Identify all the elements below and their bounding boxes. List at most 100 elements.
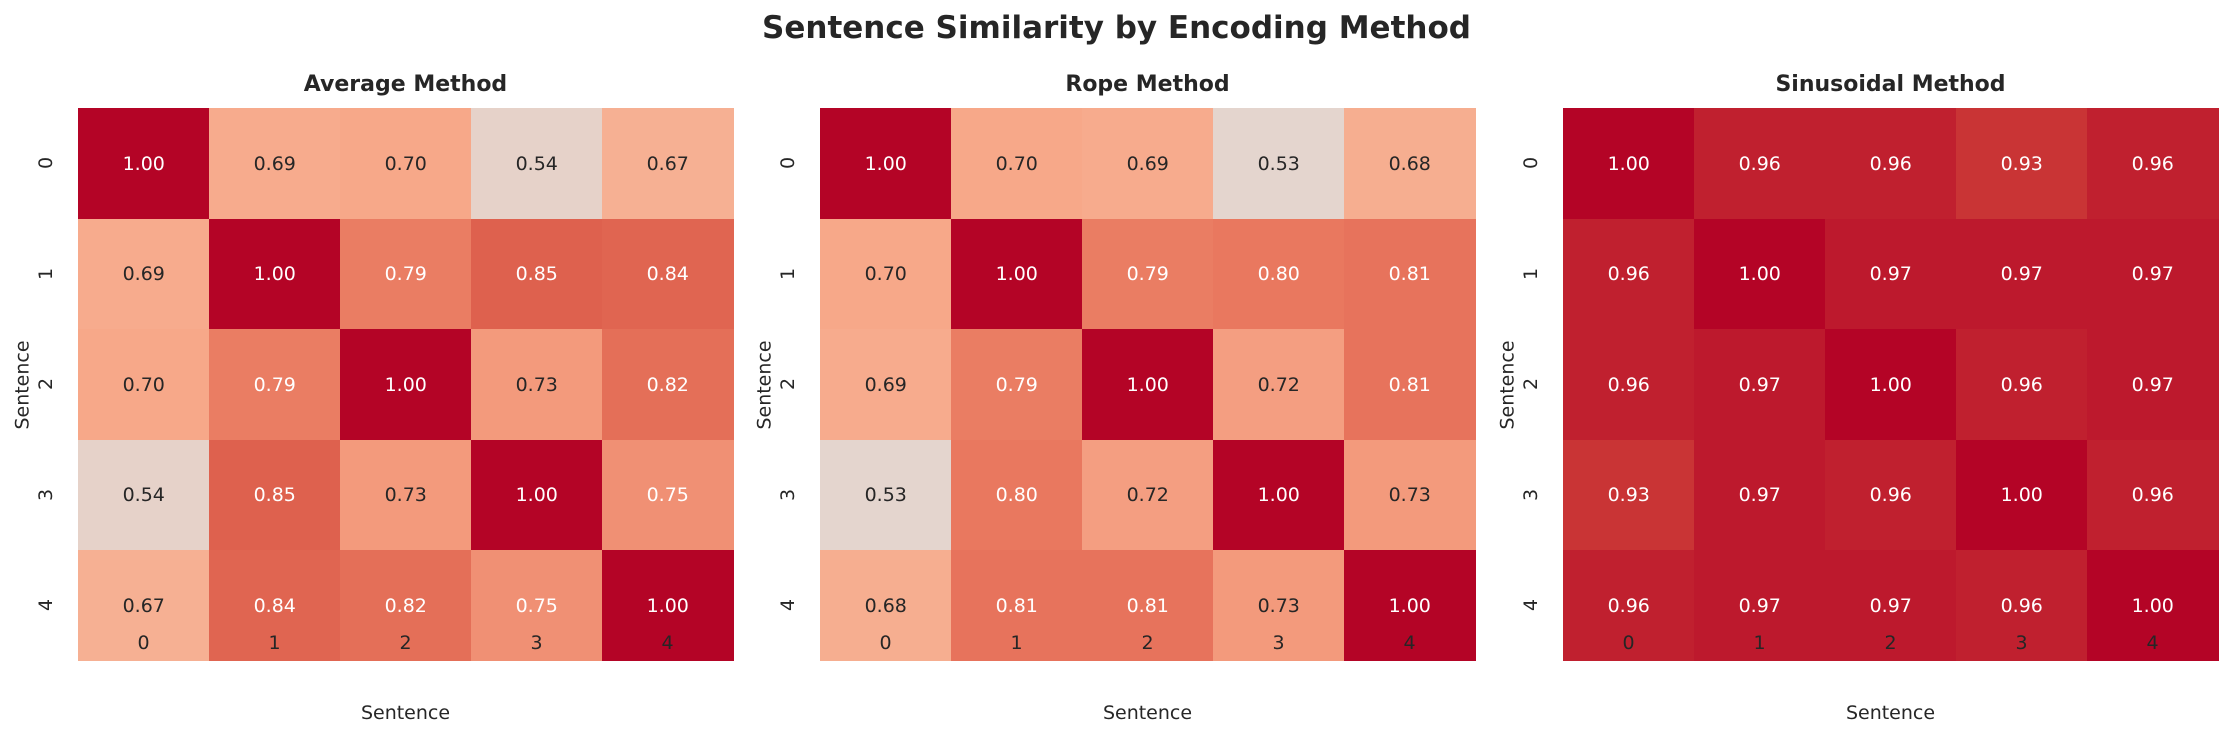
heatmap-cell: 1.00	[820, 108, 952, 220]
x-tick-label: 3	[2015, 632, 2028, 654]
heatmap-grid: 1.00 0.69 0.70 0.54 0.67 0.69 1.00 0.79 0.85 0.84…	[78, 108, 734, 662]
heatmap-cell: 0.82	[602, 329, 734, 441]
y-tick-label: 2	[35, 378, 57, 391]
x-tick-label: 1	[1010, 632, 1023, 654]
heatmap-sinusoidal: Sinusoidal Method 1.00 0.96 0.96 0.93 0.96 0.…	[1497, 0, 2219, 740]
heatmap-cell: 0.96	[1825, 108, 1957, 220]
y-axis-label: Sentence	[1496, 108, 1520, 661]
y-tick-label: 4	[777, 599, 799, 612]
heatmap-cell: 0.72	[1082, 439, 1214, 551]
y-tick-label: 3	[1520, 488, 1542, 501]
heatmap-cell: 0.84	[209, 550, 341, 662]
heatmap-cell: 0.97	[1694, 329, 1826, 441]
heatmap-cell: 0.96	[1956, 550, 2088, 662]
heatmap-cell: 0.96	[2087, 108, 2219, 220]
heatmap-cell: 0.80	[1213, 218, 1345, 330]
heatmap-cell: 0.68	[820, 550, 952, 662]
heatmap-cell: 1.00	[951, 218, 1083, 330]
heatmap-cell: 1.00	[1563, 108, 1695, 220]
heatmap-cell: 0.70	[820, 218, 952, 330]
heatmap-cell: 0.97	[1694, 550, 1826, 662]
heatmap-cell: 1.00	[1082, 329, 1214, 441]
panel-title: Sinusoidal Method	[1775, 72, 2006, 97]
heatmap-cell: 1.00	[1213, 439, 1345, 551]
heatmap-cell: 0.72	[1213, 329, 1345, 441]
heatmap-cell: 0.96	[2087, 439, 2219, 551]
heatmap-cell: 1.00	[2087, 550, 2219, 662]
x-tick-label: 3	[1272, 632, 1285, 654]
heatmap-cell: 0.69	[1082, 108, 1214, 220]
heatmap-cell: 0.96	[1825, 439, 1957, 551]
x-tick-label: 2	[1884, 632, 1897, 654]
heatmap-cell: 1.00	[471, 439, 603, 551]
x-tick-label: 4	[661, 632, 674, 654]
y-axis-label-text: Sentence	[12, 339, 35, 430]
y-tick-label: 4	[1520, 599, 1542, 612]
heatmap-cell: 0.93	[1956, 108, 2088, 220]
heatmap-cell: 0.69	[209, 108, 341, 220]
x-tick-label: 3	[530, 632, 543, 654]
heatmap-cell: 0.81	[1344, 329, 1476, 441]
heatmap-cell: 0.96	[1956, 329, 2088, 441]
heatmap-cell: 1.00	[1956, 439, 2088, 551]
y-tick-label: 3	[35, 488, 57, 501]
x-axis-label: Sentence	[360, 702, 451, 724]
heatmap-cell: 0.84	[602, 218, 734, 330]
heatmap-cell: 0.85	[471, 218, 603, 330]
heatmap-cell: 0.73	[1213, 550, 1345, 662]
heatmap-cell: 0.75	[602, 439, 734, 551]
heatmap-cell: 0.80	[951, 439, 1083, 551]
heatmap-cell: 0.79	[951, 329, 1083, 441]
heatmap-cell: 1.00	[602, 550, 734, 662]
heatmap-cell: 0.69	[78, 218, 210, 330]
heatmap-cell: 1.00	[209, 218, 341, 330]
heatmap-cell: 0.97	[1694, 439, 1826, 551]
y-tick-label: 1	[35, 267, 57, 280]
x-tick-label: 2	[399, 632, 412, 654]
heatmap-cell: 0.96	[1563, 550, 1695, 662]
heatmap-cell: 0.81	[951, 550, 1083, 662]
x-tick-label: 0	[879, 632, 892, 654]
heatmap-cell: 0.96	[1563, 329, 1695, 441]
x-tick-label: 4	[2146, 632, 2159, 654]
heatmap-cell: 0.67	[78, 550, 210, 662]
heatmap-cell: 0.70	[951, 108, 1083, 220]
y-tick-label: 4	[35, 599, 57, 612]
heatmap-cell: 1.00	[340, 329, 472, 441]
heatmap-cell: 0.81	[1082, 550, 1214, 662]
heatmap-cell: 0.97	[1825, 550, 1957, 662]
heatmap-cell: 0.73	[1344, 439, 1476, 551]
heatmap-cell: 0.97	[1956, 218, 2088, 330]
heatmap-cell: 1.00	[1825, 329, 1957, 441]
panel-title: Average Method	[303, 72, 508, 97]
heatmap-cell: 0.53	[1213, 108, 1345, 220]
x-tick-label: 4	[1403, 632, 1416, 654]
panel-title: Rope Method	[1065, 72, 1230, 97]
heatmap-cell: 0.96	[1694, 108, 1826, 220]
heatmap-cell: 0.79	[340, 218, 472, 330]
heatmap-cell: 0.96	[1563, 218, 1695, 330]
y-tick-label: 2	[1520, 378, 1542, 391]
heatmap-average: Average Method 1.00 0.69 0.70 0.54 0.67 0.69 1…	[12, 0, 734, 740]
heatmap-cell: 0.70	[78, 329, 210, 441]
heatmap-cell: 1.00	[1694, 218, 1826, 330]
x-tick-label: 2	[1141, 632, 1154, 654]
heatmap-cell: 0.54	[471, 108, 603, 220]
heatmap-cell: 1.00	[1344, 550, 1476, 662]
heatmap-cell: 0.73	[340, 439, 472, 551]
heatmap-cell: 0.97	[1825, 218, 1957, 330]
x-tick-label: 0	[137, 632, 150, 654]
x-axis-label: Sentence	[1102, 702, 1193, 724]
x-tick-label: 1	[1753, 632, 1766, 654]
heatmap-grid: 1.00 0.70 0.69 0.53 0.68 0.70 1.00 0.79 0.80 0.81…	[820, 108, 1476, 662]
y-tick-label: 1	[777, 267, 799, 280]
heatmap-cell: 0.93	[1563, 439, 1695, 551]
heatmap-cell: 0.97	[2087, 218, 2219, 330]
x-tick-label: 0	[1622, 632, 1635, 654]
heatmap-cell: 0.73	[471, 329, 603, 441]
heatmap-cell: 0.82	[340, 550, 472, 662]
y-axis-label: Sentence	[11, 108, 35, 661]
heatmap-cell: 0.85	[209, 439, 341, 551]
heatmap-cell: 0.79	[1082, 218, 1214, 330]
heatmap-cell: 0.69	[820, 329, 952, 441]
